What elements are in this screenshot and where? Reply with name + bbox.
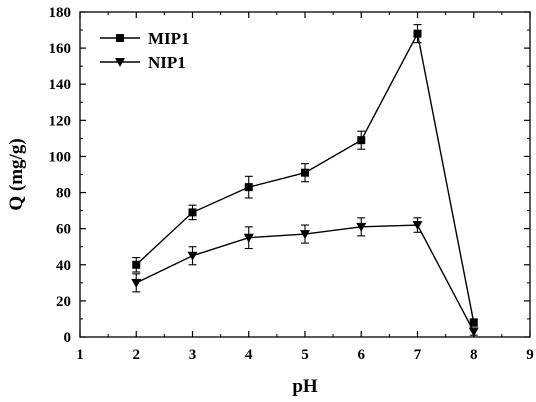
series-nip1 <box>131 217 479 337</box>
data-point <box>131 278 142 288</box>
legend-label: NIP1 <box>148 53 186 72</box>
y-axis-title: Q (mg/g) <box>6 138 27 210</box>
data-point <box>188 208 197 217</box>
legend-item-mip1: MIP1 <box>100 29 190 48</box>
data-point <box>187 251 198 261</box>
legend-marker <box>116 34 124 42</box>
x-tick-label: 1 <box>76 347 84 363</box>
legend: MIP1 NIP1 <box>100 29 190 72</box>
data-point <box>413 29 422 38</box>
data-point <box>356 222 367 232</box>
y-tick-label: 40 <box>56 258 71 274</box>
legend-label: MIP1 <box>148 29 190 48</box>
x-tick-label: 3 <box>189 347 197 363</box>
y-tick-label: 180 <box>49 5 72 21</box>
x-tick-label: 7 <box>414 347 422 363</box>
y-tick-label: 20 <box>56 294 71 310</box>
x-tick-label: 6 <box>358 347 366 363</box>
data-point <box>357 136 366 145</box>
data-series <box>131 24 479 337</box>
data-point <box>244 183 253 192</box>
x-tick-label: 4 <box>245 347 253 363</box>
y-tick-label: 160 <box>49 41 72 57</box>
data-point <box>469 318 478 327</box>
series-mip1 <box>132 24 478 327</box>
y-tick-label: 0 <box>64 330 72 346</box>
data-point <box>243 233 254 243</box>
axis-ticks: 1 2 3 4 5 6 7 8 9 0 20 40 60 80 100 120 140 160 180 <box>49 5 534 363</box>
x-tick-label: 8 <box>470 347 478 363</box>
legend-marker <box>115 58 125 67</box>
data-point <box>301 168 309 177</box>
x-tick-label: 5 <box>301 347 309 363</box>
data-point <box>412 221 423 231</box>
y-tick-label: 60 <box>56 222 71 238</box>
y-tick-label: 120 <box>49 113 72 129</box>
y-tick-label: 100 <box>49 149 72 165</box>
y-tick-label: 140 <box>49 77 72 93</box>
x-tick-label: 9 <box>526 347 534 363</box>
data-point <box>132 260 141 269</box>
data-point <box>300 230 310 240</box>
x-axis-title: pH <box>292 376 318 397</box>
legend-item-nip1: NIP1 <box>100 53 186 72</box>
data-point <box>468 327 479 337</box>
x-tick-label: 2 <box>133 347 141 363</box>
y-tick-label: 80 <box>56 186 71 202</box>
